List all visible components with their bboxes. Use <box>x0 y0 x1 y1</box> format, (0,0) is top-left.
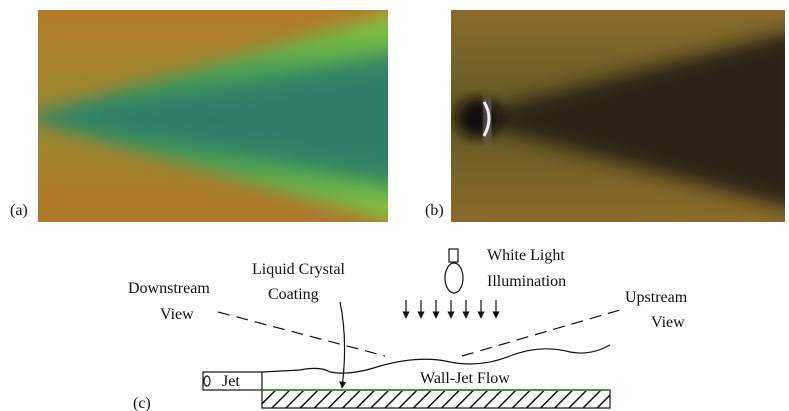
label: Upstream <box>625 289 688 306</box>
label: Illumination <box>487 273 566 290</box>
label: Coating <box>268 286 319 303</box>
label: View <box>160 306 194 323</box>
label: Wall-Jet Flow <box>420 370 510 387</box>
label: Jet <box>222 373 240 390</box>
photo-b <box>451 10 789 222</box>
panel-label: (c) <box>133 395 151 411</box>
panel-label: (b) <box>425 202 444 219</box>
label: White Light <box>487 247 565 264</box>
panel-label: (a) <box>10 202 28 219</box>
figure: (a) (b) (c) Downstream View Liquid Cryst… <box>0 0 789 411</box>
photo-a <box>20 5 420 230</box>
label: Liquid Crystal <box>252 261 345 278</box>
label: Downstream <box>128 280 210 297</box>
label: View <box>651 314 685 331</box>
